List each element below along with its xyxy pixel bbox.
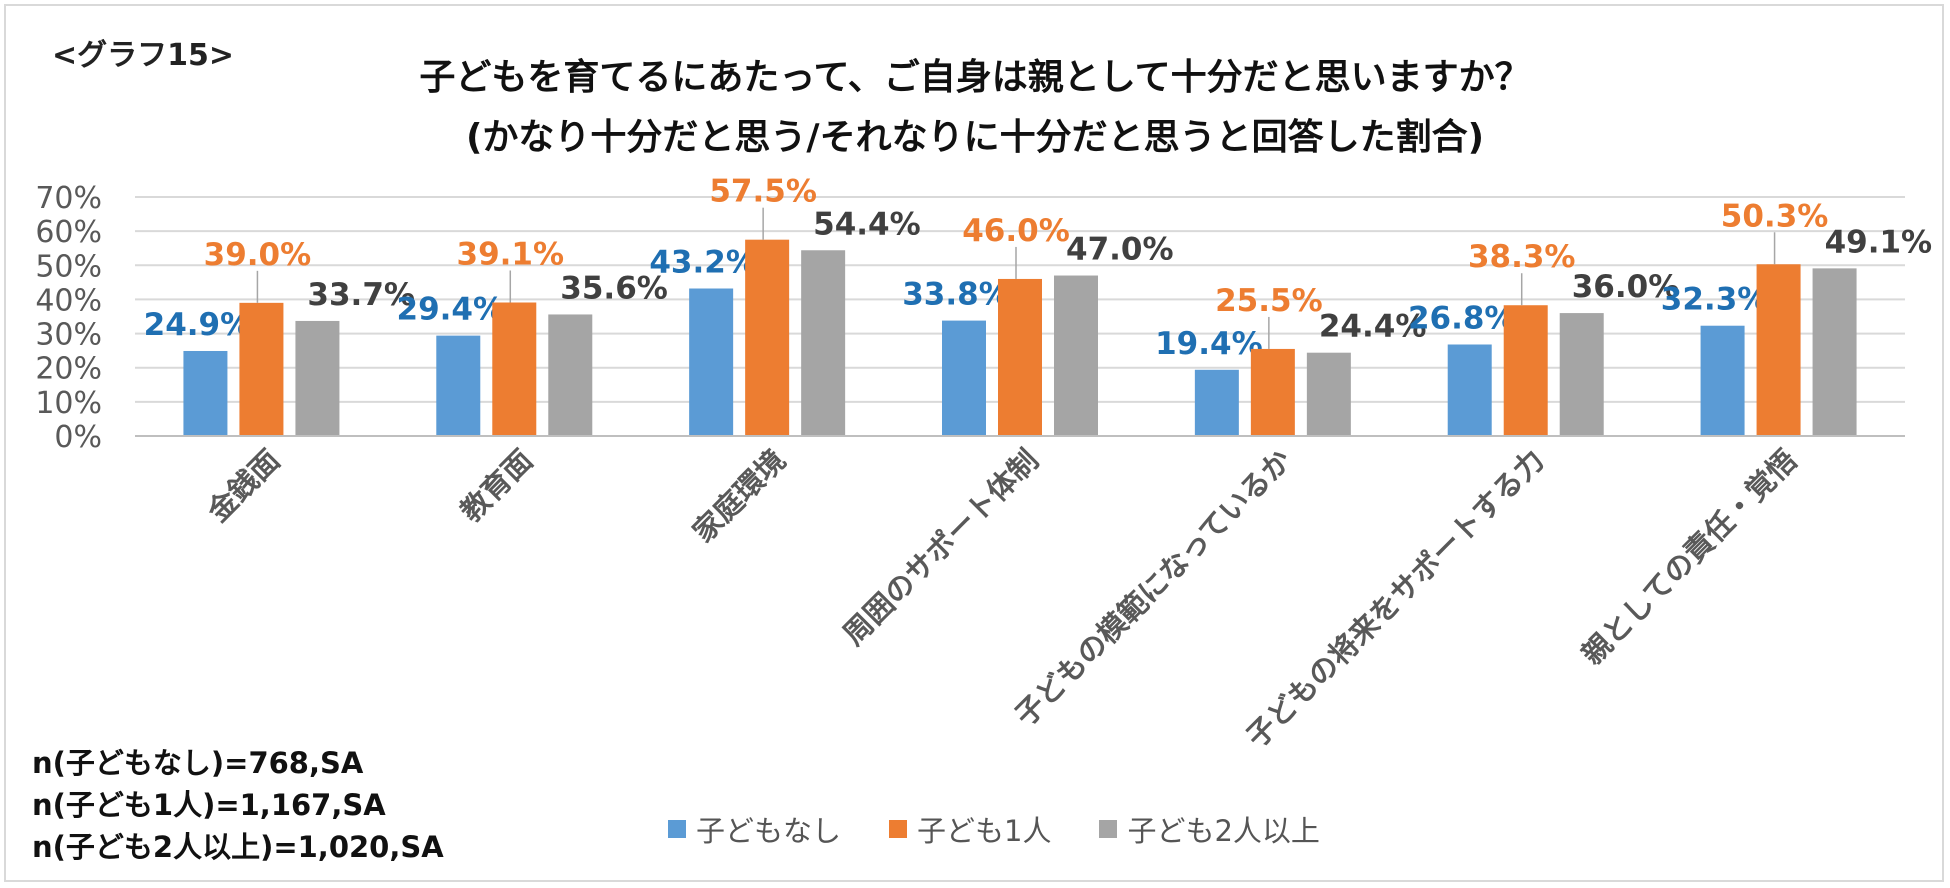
bar [1054,275,1098,436]
bar [295,320,340,436]
legend-swatch [668,820,686,838]
y-tick-label: 50% [35,249,102,284]
bar [942,320,986,436]
x-tick-label: 家庭環境 [686,443,792,549]
x-tick-label: 金銭面 [200,443,286,529]
y-tick-label: 20% [35,352,102,387]
bar [1756,264,1801,436]
data-label: 35.6% [560,270,668,306]
bar [1447,344,1492,436]
bar [689,288,734,436]
legend-label: 子ども1人 [917,814,1052,848]
graph-tag: <グラフ15> [52,38,235,73]
data-label: 32.3% [1661,282,1769,318]
x-tick-label: 周囲のサポート体制 [836,443,1045,652]
data-label: 26.8% [1408,300,1516,336]
data-label: 49.1% [1825,224,1933,260]
sample-size-note: n(子ども1人)=1,167,SA [32,788,386,822]
bar [1503,305,1548,436]
chart-subtitle: (かなり十分だと思う/それなりに十分だと思うと回答した割合) [465,117,1485,158]
x-tick-label: 親としての責任・覚悟 [1575,443,1803,671]
bar [745,239,790,436]
data-label: 36.0% [1572,269,1680,305]
y-tick-label: 10% [35,386,102,421]
x-tick-label: 教育面 [454,443,540,529]
legend-swatch [889,820,908,838]
legend-label: 子ども2人以上 [1127,814,1320,848]
data-label: 57.5% [709,174,817,210]
legend-swatch [1099,820,1118,838]
data-label: 33.7% [307,277,415,313]
bar [548,314,593,436]
data-label: 47.0% [1066,232,1174,268]
data-label: 39.0% [204,237,312,273]
bar [1306,352,1351,436]
data-label: 39.1% [457,237,565,273]
x-tick-label: 子どもの将来をサポートする力 [1240,443,1551,754]
data-label: 19.4% [1155,326,1263,362]
sample-size-note: n(子どもなし)=768,SA [32,746,364,780]
data-label: 43.2% [649,245,757,281]
y-tick-label: 40% [35,283,102,318]
x-tick-label: 子どもの模範になっているか [1008,443,1298,733]
data-label: 33.8% [902,277,1010,313]
legend-item: 子ども2人以上 [1099,808,1320,850]
y-tick-label: 60% [35,215,102,250]
chart-legend: 子どもなし 子ども1人 子ども2人以上 [668,808,1320,850]
legend-item: 子どもなし [668,808,841,850]
bar [1250,348,1295,436]
bar [436,335,481,436]
bar [492,302,537,436]
bar [183,350,228,436]
bar [801,250,846,436]
data-label: 50.3% [1721,198,1829,234]
bar [1700,325,1745,436]
data-label: 54.4% [813,206,921,242]
y-tick-label: 30% [35,318,102,353]
bar [1812,268,1857,436]
chart-title: 子どもを育てるにあたって、ご自身は親として十分だと思いますか？ [419,57,1531,98]
legend-label: 子どもなし [696,814,842,848]
bar [998,278,1042,436]
bar [239,302,284,436]
legend-item: 子ども1人 [889,808,1051,850]
data-label: 24.4% [1319,309,1427,345]
bar [1194,369,1239,436]
data-label: 29.4% [397,292,505,328]
data-label: 25.5% [1215,283,1323,319]
chart-frame [4,4,1944,882]
bar [1559,313,1604,436]
y-tick-label: 70% [35,181,102,216]
data-label: 24.9% [144,307,252,343]
y-tick-label: 0% [54,420,102,455]
data-label: 38.3% [1468,239,1576,275]
data-label: 46.0% [962,213,1070,249]
sample-size-note: n(子ども2人以上)=1,020,SA [32,830,444,864]
